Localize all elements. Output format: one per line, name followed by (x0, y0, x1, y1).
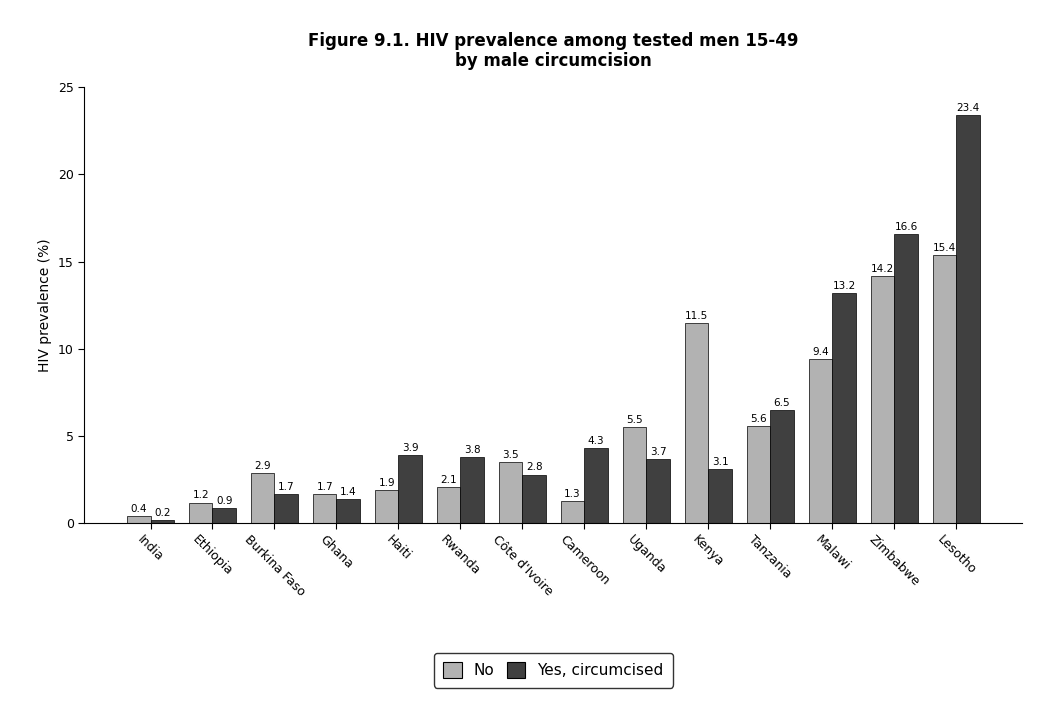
Text: 3.8: 3.8 (464, 445, 481, 455)
Text: 1.2: 1.2 (193, 491, 209, 500)
Bar (623, 427, 646, 523)
Bar (274, 494, 298, 523)
Bar (808, 359, 833, 523)
Y-axis label: HIV prevalence (%): HIV prevalence (%) (39, 238, 53, 372)
Text: 9.4: 9.4 (813, 348, 828, 358)
Text: 13.2: 13.2 (833, 281, 856, 291)
Text: 3.1: 3.1 (711, 457, 728, 467)
Bar (313, 494, 336, 523)
Bar (375, 490, 398, 523)
Text: 0.2: 0.2 (154, 508, 171, 518)
Text: 1.4: 1.4 (339, 487, 356, 497)
Bar (126, 516, 151, 523)
Bar (523, 475, 546, 523)
Bar (646, 459, 670, 523)
Bar (584, 449, 608, 523)
Bar (151, 520, 174, 523)
Text: 23.4: 23.4 (956, 103, 979, 113)
Bar (213, 507, 236, 523)
Bar (436, 487, 461, 523)
Bar (251, 473, 274, 523)
Bar (189, 502, 213, 523)
Bar (708, 470, 731, 523)
Bar (499, 462, 523, 523)
Text: 15.4: 15.4 (933, 243, 956, 253)
Bar (894, 234, 918, 523)
Legend: No, Yes, circumcised: No, Yes, circumcised (434, 654, 672, 688)
Text: 0.9: 0.9 (216, 496, 233, 506)
Bar (561, 501, 584, 523)
Text: 3.9: 3.9 (402, 443, 418, 454)
Bar (685, 323, 708, 523)
Text: 2.8: 2.8 (526, 462, 543, 473)
Text: 2.9: 2.9 (254, 461, 271, 471)
Text: 4.3: 4.3 (588, 436, 604, 446)
Bar (398, 455, 422, 523)
Text: 3.5: 3.5 (503, 450, 519, 460)
Text: 16.6: 16.6 (895, 222, 918, 232)
Text: 1.9: 1.9 (378, 478, 395, 489)
Bar (833, 293, 856, 523)
Text: 11.5: 11.5 (685, 310, 708, 321)
Title: Figure 9.1. HIV prevalence among tested men 15-49
by male circumcision: Figure 9.1. HIV prevalence among tested … (308, 31, 799, 71)
Text: 1.7: 1.7 (316, 482, 333, 491)
Text: 1.7: 1.7 (278, 482, 294, 491)
Text: 3.7: 3.7 (649, 447, 666, 457)
Text: 5.5: 5.5 (626, 415, 643, 425)
Bar (336, 499, 360, 523)
Text: 6.5: 6.5 (774, 398, 790, 408)
Bar (746, 426, 770, 523)
Bar (770, 410, 794, 523)
Text: 14.2: 14.2 (871, 264, 894, 273)
Bar (933, 254, 956, 523)
Bar (871, 276, 894, 523)
Bar (461, 457, 484, 523)
Text: 5.6: 5.6 (750, 414, 767, 424)
Text: 2.1: 2.1 (441, 475, 457, 485)
Bar (956, 115, 980, 523)
Text: 0.4: 0.4 (131, 505, 147, 515)
Text: 1.3: 1.3 (564, 489, 581, 499)
